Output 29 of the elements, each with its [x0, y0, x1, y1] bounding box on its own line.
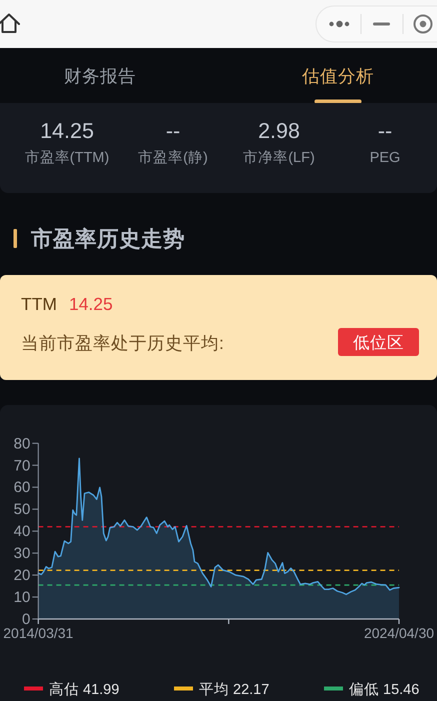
text: 市盈率历史走势 — [30, 226, 185, 251]
text: 市净率(LF) — [243, 149, 315, 166]
text: 市盈率(TTM) — [24, 149, 110, 166]
text: TTM — [21, 294, 57, 314]
legend-label: 高估 41.99 — [49, 681, 120, 698]
y-tick-label: 20 — [14, 567, 30, 584]
legend-label: 偏低 15.46 — [349, 681, 420, 698]
y-tick-label: 10 — [14, 589, 30, 606]
y-tick-label: 80 — [14, 435, 30, 452]
y-tick-label: 40 — [14, 523, 30, 540]
x-tick-label: 2014/03/31 — [3, 625, 74, 641]
y-tick-label: 0 — [22, 611, 30, 628]
text: 14.25 — [40, 119, 94, 143]
text: 市盈率(静) — [138, 149, 208, 166]
y-tick-label: 70 — [14, 457, 30, 474]
x-tick-label: 2024/04/30 — [364, 625, 434, 641]
text: 低位区 — [353, 334, 404, 352]
y-tick-label: 60 — [14, 479, 30, 496]
text: 当前市盈率处于历史平均: — [21, 333, 224, 353]
text: -- — [378, 119, 392, 143]
text: 2.98 — [258, 119, 300, 143]
y-tick-label: 50 — [14, 501, 30, 518]
text: 估值分析 — [301, 66, 374, 86]
text: PEG — [370, 150, 400, 166]
text: -- — [166, 119, 180, 143]
legend-label: 平均 22.17 — [199, 681, 270, 698]
text: 财务报告 — [64, 66, 136, 86]
y-tick-label: 30 — [14, 545, 30, 562]
text: 14.25 — [68, 294, 113, 314]
